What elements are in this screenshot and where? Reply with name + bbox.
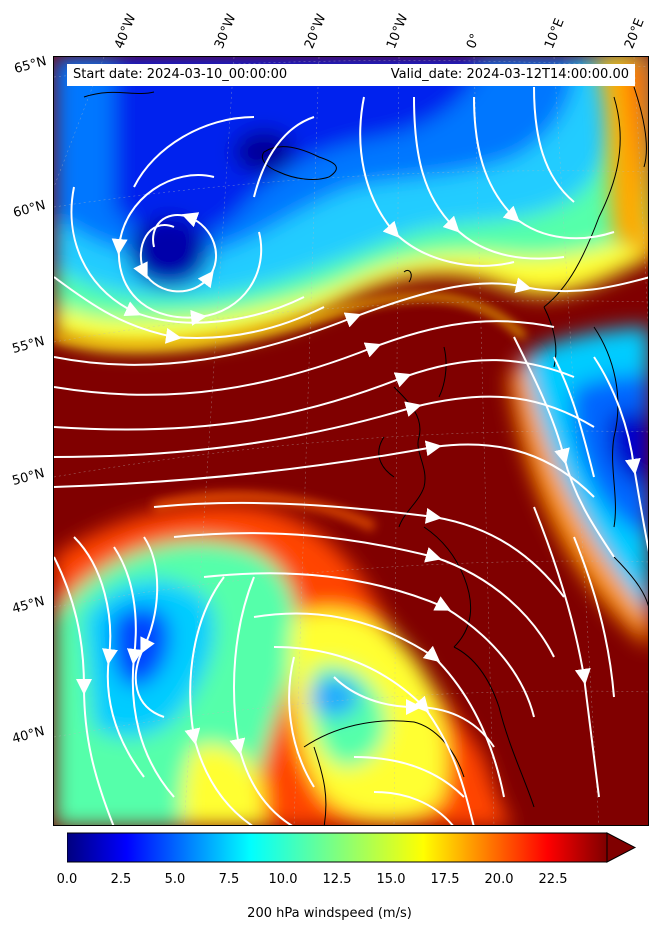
colorbar-tick-label: 5.0 bbox=[164, 872, 186, 887]
colorbar-tick-label: 7.5 bbox=[218, 872, 240, 887]
colorbar-tick-label: 20.0 bbox=[484, 872, 514, 887]
lat-label-45n: 45°N bbox=[10, 594, 47, 617]
lon-label-20w: 20°W bbox=[302, 12, 330, 51]
coastlines bbox=[83, 86, 648, 825]
field-northeast bbox=[594, 57, 648, 256]
lon-label-30w: 30°W bbox=[212, 12, 240, 51]
wind-map bbox=[53, 56, 649, 826]
lat-label-55n: 55°N bbox=[10, 334, 47, 357]
start-date-label: Start date: 2024-03-10_00:00:00 bbox=[73, 67, 288, 82]
colorbar-extend-arrow bbox=[606, 832, 637, 863]
colorbar-tick-label: 15.0 bbox=[376, 872, 406, 887]
lon-label-10e: 10°E bbox=[542, 16, 568, 51]
colorbar-tick-label: 22.5 bbox=[538, 872, 568, 887]
lon-label-10w: 10°W bbox=[384, 12, 412, 51]
lat-label-40n: 40°N bbox=[10, 724, 47, 747]
valid-date-label: Valid_date: 2024-03-12T14:00:00.00 bbox=[390, 67, 629, 82]
lat-label-50n: 50°N bbox=[10, 466, 47, 489]
colorbar-tick-label: 2.5 bbox=[110, 872, 132, 887]
lat-label-65n: 65°N bbox=[12, 54, 49, 77]
colorbar-tick-label: 0.0 bbox=[56, 872, 78, 887]
lon-label-20e: 20°E bbox=[622, 16, 648, 51]
lat-label-60n: 60°N bbox=[11, 198, 48, 221]
windspeed-colorbar bbox=[67, 832, 637, 863]
date-info-box: Start date: 2024-03-10_00:00:00 Valid_da… bbox=[67, 64, 635, 86]
colorbar-tick-label: 17.5 bbox=[430, 872, 460, 887]
colorbar-tick-label: 10.0 bbox=[268, 872, 298, 887]
wind-map-canvas bbox=[54, 57, 648, 825]
lon-label-40w: 40°W bbox=[112, 12, 140, 51]
colorbar-title: 200 hPa windspeed (m/s) bbox=[247, 906, 412, 921]
streamlines bbox=[54, 86, 648, 825]
colorbar-gradient bbox=[67, 832, 608, 863]
colorbar-tick-label: 12.5 bbox=[322, 872, 352, 887]
lon-label-0: 0° bbox=[464, 31, 484, 51]
